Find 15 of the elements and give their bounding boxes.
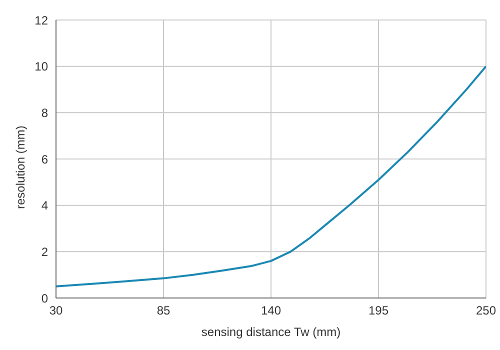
x-tick-label: 140 [260,304,282,318]
y-tick-label: 8 [41,106,48,120]
y-tick-label: 12 [34,13,48,28]
y-tick-label: 10 [34,60,48,74]
y-tick-label: 0 [41,291,48,306]
line-series [56,65,486,288]
x-tick-label: 85 [156,304,170,318]
x-tick-label: 250 [476,304,496,318]
x-tick-label: 195 [368,304,389,318]
x-tick-label: 30 [49,304,63,318]
y-tick-label: 6 [41,152,48,166]
y-axis-title: resolution (mm) [13,126,28,209]
x-axis-title: sensing distance Tw (mm) [201,325,341,339]
y-tick-label: 4 [41,198,48,213]
y-tick-label: 2 [41,244,48,259]
